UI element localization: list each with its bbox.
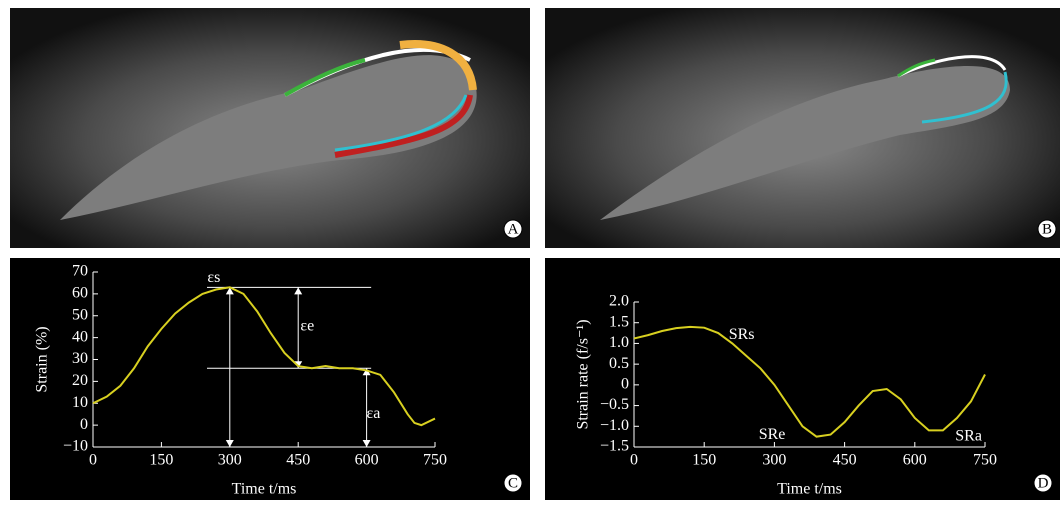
y-tick-label: 50: [72, 306, 88, 323]
y-tick-label: 40: [72, 328, 88, 345]
panel-label: A: [508, 221, 519, 237]
panel-label: D: [1038, 475, 1049, 491]
annotation: SRs: [729, 326, 755, 343]
y-tick-label: 20: [72, 372, 88, 389]
x-tick-label: 0: [630, 452, 638, 469]
y-tick-label: 0.5: [609, 355, 629, 372]
annotation: SRa: [955, 427, 982, 444]
x-tick-label: 150: [692, 452, 716, 469]
x-tick-label: 450: [833, 452, 857, 469]
x-axis-label: Time t/ms: [232, 481, 297, 498]
x-tick-label: 600: [903, 452, 927, 469]
y-tick-label: 60: [72, 285, 88, 302]
annotation: εs: [207, 269, 220, 286]
panel-label: C: [508, 475, 518, 491]
x-tick-label: 600: [355, 452, 379, 469]
y-tick-label: 1.5: [609, 313, 629, 330]
x-axis-label: Time t/ms: [777, 481, 842, 498]
y-tick-label: −10: [63, 438, 88, 455]
y-axis-label: Strain rate (f/s⁻¹): [575, 319, 592, 429]
x-tick-label: 750: [423, 452, 447, 469]
image-panel-a: A: [10, 8, 530, 248]
y-tick-label: 2.0: [609, 293, 629, 310]
chart-panel-c: [10, 258, 530, 500]
y-tick-label: 1.0: [609, 334, 629, 351]
panel-label: B: [1042, 221, 1052, 237]
annotation: εe: [300, 317, 314, 334]
y-axis-label: Strain (%): [34, 326, 51, 392]
y-tick-label: 0: [80, 416, 88, 433]
y-tick-label: −1.5: [600, 438, 629, 455]
y-tick-label: −0.5: [600, 396, 629, 413]
x-tick-label: 750: [973, 452, 997, 469]
x-tick-label: 150: [149, 452, 173, 469]
annotation: SRe: [759, 426, 786, 443]
annotation: εa: [367, 405, 381, 422]
x-tick-label: 300: [218, 452, 242, 469]
y-tick-label: 70: [72, 263, 88, 280]
y-tick-label: −1.0: [600, 417, 629, 434]
x-tick-label: 0: [89, 452, 97, 469]
x-tick-label: 450: [286, 452, 310, 469]
x-tick-label: 300: [762, 452, 786, 469]
y-tick-label: 10: [72, 394, 88, 411]
image-panel-b: B: [545, 8, 1060, 248]
y-tick-label: 0: [621, 376, 629, 393]
figure: A B −100102030405060700150300450600750Ti…: [0, 0, 1064, 505]
y-tick-label: 30: [72, 350, 88, 367]
